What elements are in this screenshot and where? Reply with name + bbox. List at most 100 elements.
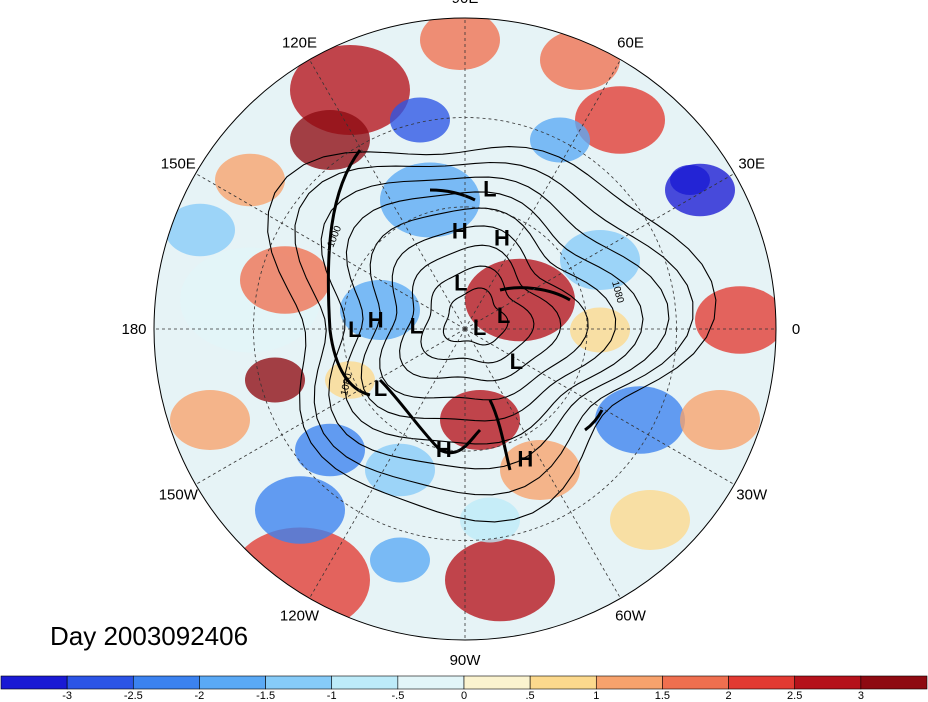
jet-contour — [488, 399, 512, 471]
meridian-line — [309, 59, 466, 330]
anomaly-patch — [295, 423, 365, 477]
colorbar-swatch — [331, 675, 399, 690]
anomaly-patch — [420, 18, 500, 70]
colorbar-swatch — [0, 675, 68, 690]
meridian-line — [464, 173, 735, 330]
anomaly-patch — [575, 86, 665, 154]
colorbar-tick-label: -2 — [195, 690, 205, 702]
high-pressure-marker: H — [452, 219, 468, 244]
longitude-label: 150E — [161, 156, 196, 173]
anomaly-patch — [440, 390, 520, 450]
colorbar-swatch — [463, 675, 531, 690]
high-pressure-marker: H — [368, 308, 384, 333]
contour-label-1080-west: 1080 — [339, 372, 354, 396]
map-disc — [154, 18, 776, 640]
height-contour — [294, 161, 694, 496]
low-pressure-marker: L — [454, 270, 467, 295]
anomaly-patch — [610, 490, 690, 550]
height-contour — [360, 207, 617, 422]
jet-contour — [378, 378, 482, 454]
anomaly-patch — [365, 443, 435, 497]
colorbar-swatch — [199, 675, 266, 690]
longitude-label: 90W — [450, 652, 482, 669]
colorbar-swatch — [265, 675, 333, 690]
height-contour — [379, 225, 589, 401]
jet-contour — [326, 149, 371, 397]
colorbar-swatch — [397, 675, 465, 690]
low-pressure-marker: L — [348, 317, 361, 342]
colorbar-tick-label: 2 — [726, 690, 732, 702]
colorbar-tick-label: -1.5 — [256, 690, 275, 702]
longitude-label: 180 — [121, 321, 146, 338]
low-pressure-marker: L — [473, 315, 486, 340]
anomaly-patch — [465, 258, 575, 342]
anomaly-patch — [680, 390, 760, 450]
longitude-label: 30E — [738, 156, 765, 173]
anomaly-patch — [540, 30, 620, 90]
meridian-line — [464, 328, 621, 599]
anomaly-patch — [670, 165, 710, 195]
anomaly-patch — [240, 246, 330, 314]
colorbar-tick-label: 2.5 — [787, 690, 802, 702]
low-pressure-marker: L — [497, 303, 510, 328]
anomaly-patch — [390, 97, 450, 143]
anomaly-patch — [370, 537, 430, 583]
anomaly-patch — [560, 230, 640, 290]
map-border — [153, 17, 777, 641]
anomaly-patch — [695, 286, 776, 354]
low-pressure-marker: L — [410, 314, 423, 339]
height-contour — [320, 176, 670, 470]
colorbar-swatch — [728, 675, 796, 690]
high-pressure-marker: H — [494, 226, 510, 251]
high-pressure-marker: H — [517, 446, 533, 471]
colorbar-swatch — [860, 675, 928, 690]
height-contour — [420, 265, 535, 364]
low-pressure-marker: L — [483, 177, 496, 202]
colorbar-tick-label: 3 — [858, 690, 864, 702]
meridian-line — [309, 328, 466, 599]
meridian-line — [195, 173, 466, 330]
colorbar-swatch — [66, 675, 134, 690]
anomaly-patch — [460, 497, 520, 543]
colorbar-tick-label: -.5 — [391, 690, 404, 702]
map-title: Day 2003092406 — [50, 621, 248, 651]
anomaly-patch — [165, 203, 235, 257]
longitude-label: 30W — [736, 487, 768, 504]
colorbar-tick-label: 1 — [593, 690, 599, 702]
colorbar-tick-label: 1.5 — [655, 690, 670, 702]
low-pressure-marker: L — [510, 349, 523, 374]
anomaly-patch — [245, 357, 305, 403]
jet-contour — [429, 188, 476, 202]
high-pressure-marker: H — [436, 437, 452, 462]
low-pressure-marker: L — [374, 376, 387, 401]
height-contour — [399, 244, 562, 382]
colorbar-swatch — [132, 675, 200, 690]
colorbar-swatch — [529, 675, 597, 690]
anomaly-patch — [445, 538, 555, 622]
meridian-line — [195, 328, 466, 485]
anomaly-patch — [595, 386, 685, 454]
meridian-line — [464, 59, 621, 330]
longitude-label: 120E — [282, 34, 317, 51]
longitude-label: 90E — [452, 0, 479, 7]
anomaly-patch — [255, 476, 345, 544]
colorbar-tick-label: -3 — [62, 690, 72, 702]
anomaly-patch — [325, 361, 375, 399]
longitude-label: 120W — [280, 608, 320, 625]
longitude-label: 150W — [159, 487, 199, 504]
meridian-line — [464, 328, 735, 485]
colorbar-swatch — [794, 675, 862, 690]
longitude-label: 0 — [792, 321, 800, 338]
longitude-labels: 90E 60E 30E 0 30W 60W 90W 120W 150W 180 150E 120E — [121, 0, 800, 669]
colorbar-tick-label: -2.5 — [124, 690, 143, 702]
colorbar-tick-label: -1 — [327, 690, 337, 702]
colorbar: -3 -2.5 -2 -1.5 -1 -.5 0 .5 1 1.5 2 2.5 3 — [0, 675, 928, 702]
height-contour — [343, 191, 644, 445]
longitude-label: 60E — [617, 34, 644, 51]
anomaly-patch — [290, 110, 370, 170]
anomaly-patch — [170, 390, 250, 450]
colorbar-tick-label: .5 — [526, 690, 535, 702]
colorbar-tick-label: 0 — [461, 690, 467, 702]
